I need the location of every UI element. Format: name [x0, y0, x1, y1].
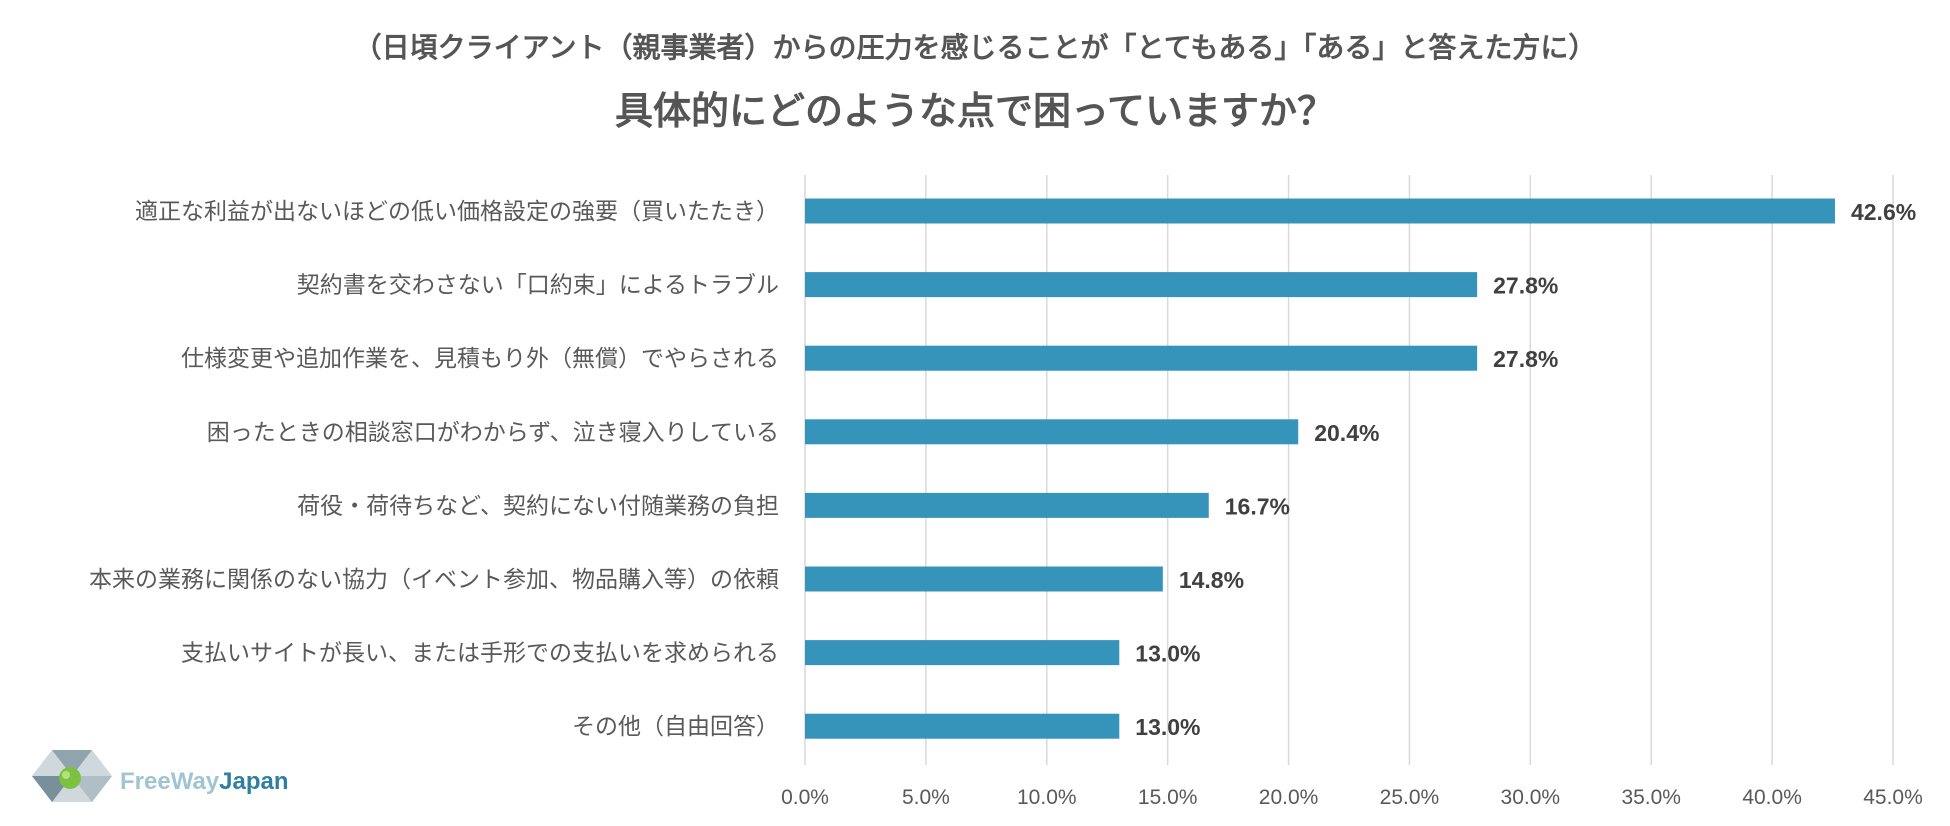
bar — [805, 272, 1478, 298]
bar — [805, 492, 1209, 518]
category-label: 契約書を交わさない「口約束」によるトラブル — [297, 273, 779, 299]
freewayjapan-logo: FreeWayJapan — [32, 748, 292, 818]
bar — [805, 345, 1478, 371]
x-tick-label: 25.0% — [1380, 786, 1440, 809]
x-tick-label: 15.0% — [1138, 786, 1198, 809]
bar — [805, 640, 1120, 666]
x-tick-label: 10.0% — [1017, 786, 1077, 809]
x-tick-label: 30.0% — [1501, 786, 1561, 809]
x-tick-label: 20.0% — [1259, 786, 1319, 809]
x-tick-label: 35.0% — [1621, 786, 1681, 809]
category-label: 本来の業務に関係のない協力（イベント参加、物品購入等）の依頼 — [89, 567, 779, 593]
category-label: 適正な利益が出ないほどの低い価格設定の強要（買いたたき） — [135, 199, 779, 225]
x-tick-label: 45.0% — [1863, 786, 1923, 809]
bar — [805, 566, 1163, 592]
data-label: 42.6% — [1851, 199, 1916, 225]
category-label: その他（自由回答） — [572, 714, 779, 740]
data-label: 14.8% — [1179, 567, 1244, 593]
chart-subtitle: （日頃クライアント（親事業者）からの圧力を感じることが「とてもある」「ある」と答… — [353, 31, 1597, 64]
category-label: 困ったときの相談窓口がわからず、泣き寝入りしている — [207, 420, 779, 446]
x-tick-label: 0.0% — [781, 786, 829, 809]
data-label: 16.7% — [1225, 493, 1290, 519]
data-label: 20.4% — [1314, 420, 1379, 446]
data-label: 27.8% — [1493, 273, 1558, 299]
logo-text-japan: Japan — [219, 768, 289, 795]
data-label: 13.0% — [1135, 641, 1200, 667]
logo-text-freeway: FreeWay — [120, 768, 220, 795]
data-label: 27.8% — [1493, 346, 1558, 372]
category-label: 仕様変更や追加作業を、見積もり外（無償）でやらされる — [181, 346, 779, 372]
bar — [805, 713, 1120, 739]
bar — [805, 419, 1299, 445]
logo-mark-icon — [32, 750, 112, 802]
x-tick-label: 40.0% — [1742, 786, 1802, 809]
category-label: 荷役・荷待ちなど、契約にない付随業務の負担 — [297, 493, 779, 519]
category-label: 支払いサイトが長い、または手形での支払いを求められる — [181, 641, 779, 667]
bar — [805, 198, 1835, 224]
chart-title: 具体的にどのような点で困っていますか？ — [614, 89, 1336, 133]
data-label: 13.0% — [1135, 714, 1200, 740]
x-tick-label: 5.0% — [902, 786, 950, 809]
